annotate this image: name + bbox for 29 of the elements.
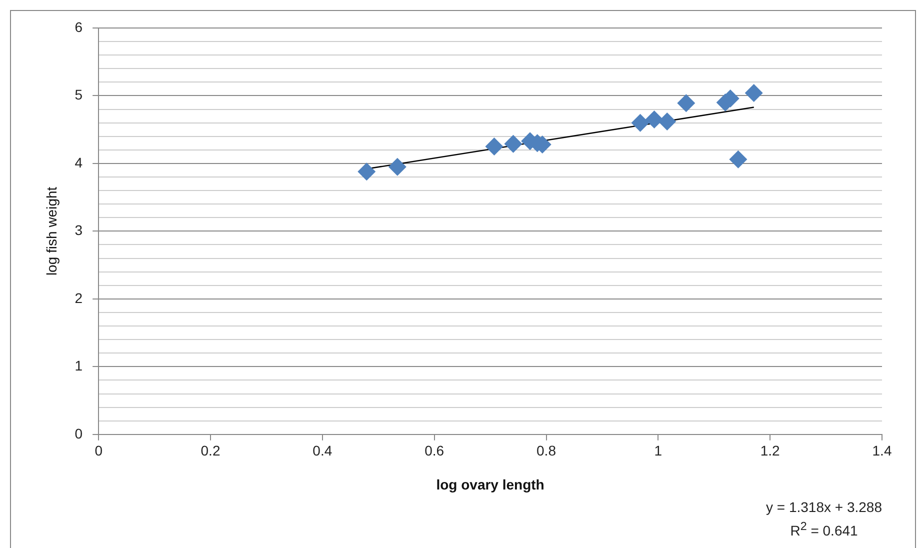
y-tick-label: 5 — [74, 86, 83, 103]
y-tick-label: 1 — [74, 358, 83, 374]
x-tick-label: 0 — [94, 442, 103, 459]
point — [658, 112, 676, 130]
x-tick-label: 1.2 — [760, 442, 780, 459]
point — [485, 138, 504, 156]
x-axis-title: log ovary length — [436, 476, 544, 492]
x-tick-label: 1 — [654, 442, 662, 459]
point — [645, 110, 664, 128]
point — [358, 162, 376, 181]
point — [388, 158, 406, 176]
point — [631, 114, 650, 132]
y-tick-label: 6 — [74, 18, 83, 35]
text: y = 1.318x + 3.288 — [766, 498, 882, 517]
text: R$^{2}$ = 0.641 — [789, 519, 859, 541]
point — [744, 84, 763, 102]
y-tick-label: 0 — [74, 425, 83, 442]
y-tick-label: 4 — [74, 154, 83, 170]
y-tick-label: 2 — [74, 290, 83, 306]
x-tick-label: 0.4 — [312, 442, 332, 459]
x-tick-label: 0.2 — [200, 442, 220, 459]
y-tick-label: 3 — [74, 222, 83, 238]
point — [729, 150, 748, 168]
point — [504, 134, 522, 153]
point — [677, 94, 696, 112]
x-tick-label: 0.6 — [424, 442, 444, 459]
x-tick-label: 0.8 — [536, 442, 556, 459]
x-tick-label: 1.4 — [872, 442, 892, 459]
y-axis-title: log fish weight — [43, 186, 60, 276]
